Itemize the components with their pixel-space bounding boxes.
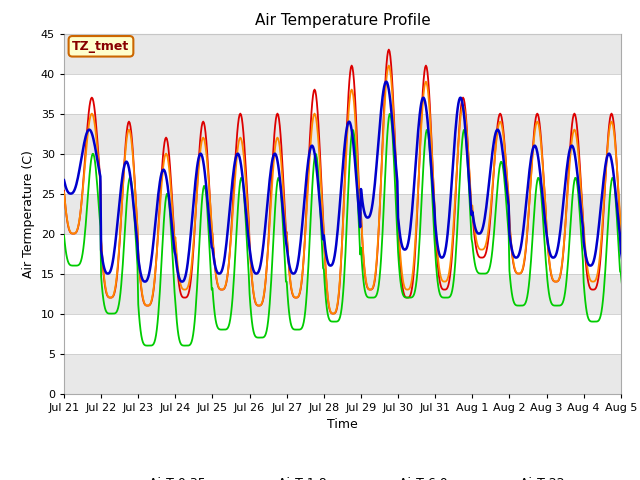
Title: Air Temperature Profile: Air Temperature Profile [255, 13, 430, 28]
Bar [64, 234, 621, 274]
Legend: AirT 0.35m, AirT 1.8m, AirT 6.0m, AirT 22m: AirT 0.35m, AirT 1.8m, AirT 6.0m, AirT 2… [103, 472, 582, 480]
Bar [64, 73, 621, 114]
X-axis label: Time: Time [327, 418, 358, 431]
Text: TZ_tmet: TZ_tmet [72, 40, 130, 53]
Bar [64, 154, 621, 193]
Y-axis label: Air Termperature (C): Air Termperature (C) [22, 150, 35, 277]
Bar [64, 313, 621, 354]
